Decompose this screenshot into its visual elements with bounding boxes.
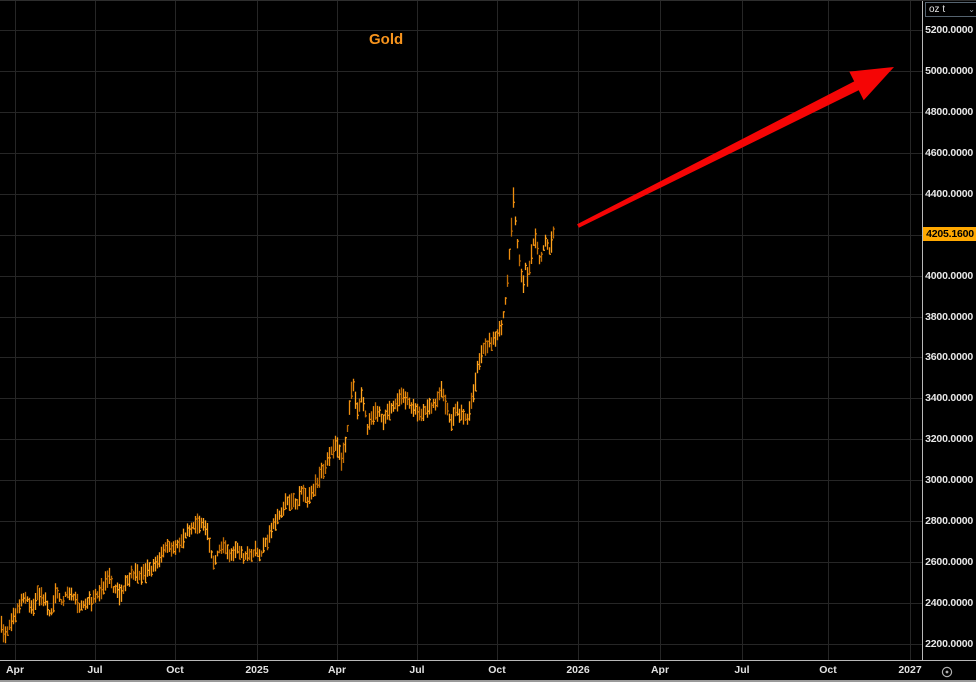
chart-title: Gold [369,31,404,48]
price-chart[interactable] [0,0,922,660]
window-top-border [0,0,976,1]
y-axis-label: 4400.0000 [925,188,973,200]
y-axis-label: 5000.0000 [925,65,973,77]
last-price-badge: 4205.1600 [923,227,976,241]
y-axis-label: 3000.0000 [925,474,973,486]
y-axis-label: 4600.0000 [925,147,973,159]
x-axis-label: 2027 [898,664,922,676]
x-axis-label: Apr [327,664,347,676]
x-axis-label: Jul [409,664,425,676]
x-axis-label: 2026 [566,664,590,676]
y-axis-label: 3200.0000 [925,433,973,445]
y-axis-label: 2600.0000 [925,556,973,568]
window-bottom-border [0,680,976,682]
x-axis-label: Apr [650,664,670,676]
time-axis[interactable]: Apr Jul Oct 2025 Apr Jul Oct 2026 Apr Jul Oct 2027 [0,660,976,682]
x-axis-label: 2025 [245,664,269,676]
x-axis-label: Oct [166,664,184,676]
y-axis-label: 4000.0000 [925,270,973,282]
y-axis-label: 2800.0000 [925,515,973,527]
settings-gear-icon[interactable] [939,664,955,680]
unit-selector-label: oz t [929,4,946,15]
y-axis-label: 5200.0000 [925,24,973,36]
y-axis-label: 3600.0000 [925,351,973,363]
y-axis-label: 2200.0000 [925,638,973,650]
price-bars [0,187,551,644]
unit-selector[interactable]: oz t ⌄ [925,2,976,17]
y-axis-label: 2400.0000 [925,597,973,609]
grid-lines [0,0,922,660]
x-axis-label: Jul [87,664,103,676]
x-axis-label: Oct [819,664,837,676]
price-bars [22,216,553,617]
y-axis-label: 3400.0000 [925,392,973,404]
trend-arrow-annotation[interactable] [577,67,894,228]
y-axis-label: 4800.0000 [925,106,973,118]
x-axis-label: Apr [5,664,25,676]
price-bars [2,217,555,643]
price-axis[interactable]: oz t ⌄ 4205.1600 5200.0000 5000.0000 4800.… [922,0,976,660]
y-axis-label: 3800.0000 [925,311,973,323]
chevron-down-icon: ⌄ [968,5,975,14]
x-axis-label: Oct [488,664,506,676]
x-axis-label: Jul [734,664,750,676]
